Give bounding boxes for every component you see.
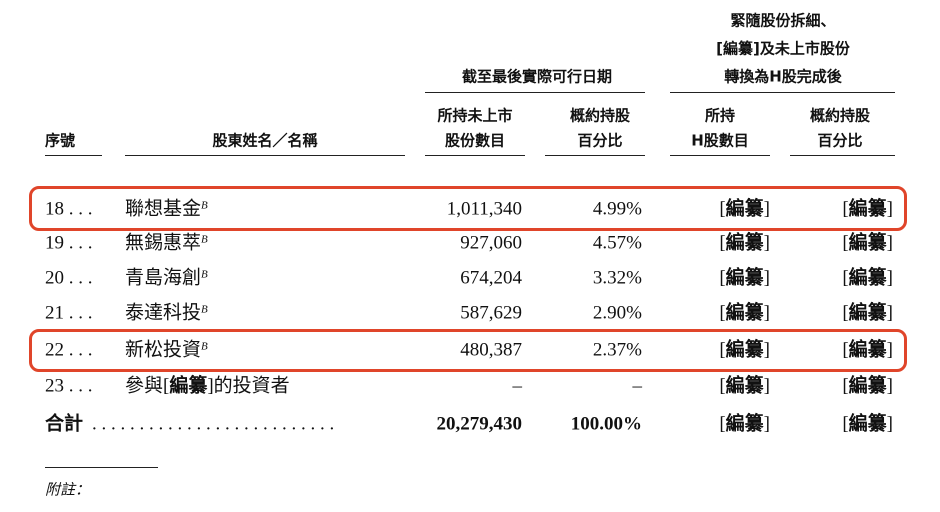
cell-shares: 927,060 [460, 232, 522, 254]
footnote-rule [45, 467, 158, 468]
column-header: 股東姓名／名稱 [212, 131, 318, 150]
column-header: 百分比 [817, 131, 863, 150]
header-rule [670, 92, 895, 93]
cell-h-percent: [編纂] [842, 267, 893, 289]
column-header: 序號 [45, 131, 76, 150]
name-wrap: 聯想基金B [125, 200, 208, 219]
note-marker: B [201, 268, 208, 281]
name-wrap: 青島海創B [125, 269, 208, 288]
note-marker: B [201, 303, 208, 316]
note-marker: B [201, 199, 208, 212]
cell-h-percent: [編纂] [842, 339, 893, 361]
cell-shares: – [512, 375, 523, 397]
cell-h-percent: [編纂] [842, 198, 893, 220]
name-wrap: 新松投資B [125, 341, 208, 360]
cell-h-shares: [編纂] [719, 375, 770, 397]
shareholder-name: 參與[編纂]的投資者 [125, 375, 290, 397]
name-wrap: 泰達科投B [125, 304, 208, 323]
cell-h-shares: [編纂] [719, 232, 770, 254]
cell-h-shares: [編纂] [719, 267, 770, 289]
header-rule [425, 155, 525, 156]
row-number: 20 . . . [45, 267, 93, 289]
cell-percent: – [632, 375, 643, 397]
footnote: 附註： [45, 482, 91, 499]
column-header: H股數目 [691, 131, 749, 150]
cell-percent: 3.32% [592, 267, 642, 289]
shareholder-name: 聯想基金 [125, 198, 202, 220]
column-header: 百分比 [577, 131, 623, 150]
row-number: 21 . . . [45, 302, 93, 324]
group-header: 緊隨股份拆細、 [730, 11, 836, 30]
cell-shares: 480,387 [460, 339, 522, 361]
group-header: 轉換為H股完成後 [724, 67, 842, 86]
column-header: 概約持股 [569, 106, 631, 125]
header-rule [425, 92, 645, 93]
row-number: 22 . . . [45, 339, 93, 361]
note-marker: B [201, 340, 208, 353]
row-number: 18 . . . [45, 198, 93, 220]
name-wrap: 無錫惠萃B [125, 234, 208, 253]
cell-percent: 4.99% [592, 198, 642, 220]
cell-h-shares: [編纂] [719, 339, 770, 361]
cell-h-percent: [編纂] [842, 302, 893, 324]
highlight-box [29, 329, 907, 372]
header-rule [45, 155, 102, 156]
cell-percent: 2.90% [592, 302, 642, 324]
group-header: [編纂]及未上市股份 [716, 39, 850, 58]
group-header: 截至最後實際可行日期 [461, 67, 613, 86]
header-rule [545, 155, 645, 156]
total-leader: . . . . . . . . . . . . . . . . . . . . … [92, 413, 335, 435]
shareholder-name: 青島海創 [125, 267, 202, 289]
cell-h-shares: [編纂] [719, 198, 770, 220]
cell-h-shares: [編纂] [719, 302, 770, 324]
total-h-percent: [編纂] [842, 413, 893, 435]
row-number: 23 . . . [45, 375, 93, 397]
shareholder-name: 泰達科投 [125, 302, 202, 324]
column-header: 所持 [704, 106, 736, 125]
cell-h-percent: [編纂] [842, 375, 893, 397]
column-header: 概約持股 [809, 106, 871, 125]
total-shares: 20,279,430 [436, 413, 523, 435]
total-label: 合計 [45, 413, 84, 435]
cell-percent: 4.57% [592, 232, 642, 254]
cell-percent: 2.37% [592, 339, 642, 361]
note-marker: B [201, 233, 208, 246]
header-rule [125, 155, 405, 156]
header-rule [790, 155, 895, 156]
shareholder-name: 無錫惠萃 [125, 232, 202, 254]
shareholder-name: 新松投資 [125, 339, 202, 361]
cell-shares: 1,011,340 [446, 198, 522, 220]
total-h-shares: [編纂] [719, 413, 770, 435]
cell-h-percent: [編纂] [842, 232, 893, 254]
header-rule [670, 155, 770, 156]
column-header: 所持未上市 [437, 106, 513, 125]
cell-shares: 674,204 [460, 267, 522, 289]
cell-shares: 587,629 [460, 302, 522, 324]
row-number: 19 . . . [45, 232, 93, 254]
highlight-box [29, 186, 907, 231]
total-percent: 100.00% [570, 413, 642, 435]
column-header: 股份數目 [444, 131, 506, 150]
